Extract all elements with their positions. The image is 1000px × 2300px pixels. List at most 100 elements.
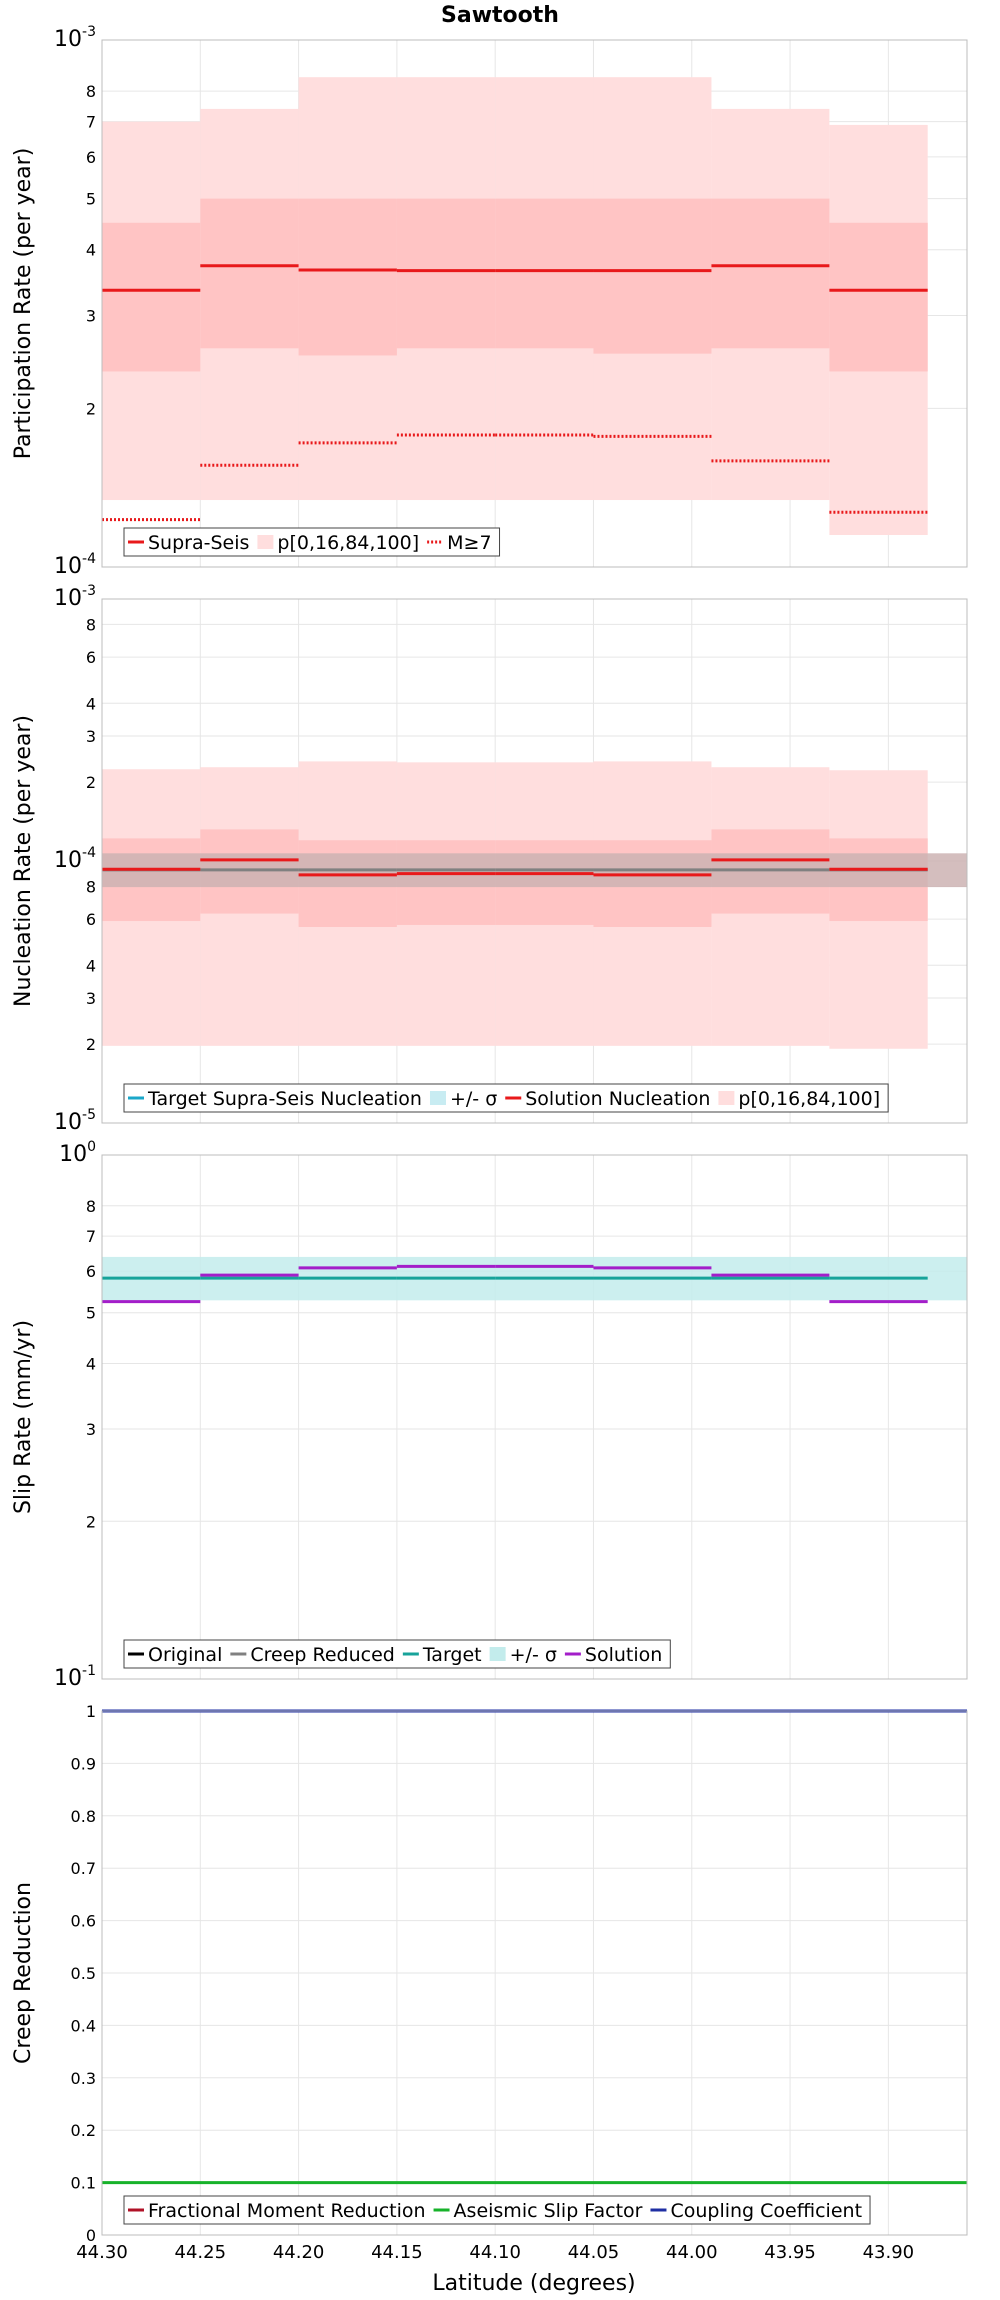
y-tick-label: 0.9 <box>71 1754 96 1773</box>
legend-label-p-0-16-84-100: p[0,16,84,100] <box>738 1088 880 1110</box>
y-tick-label: 8 <box>86 82 96 101</box>
legend-swatch-p-0-16-84-100 <box>257 535 274 549</box>
legend-label-: +/- σ <box>450 1088 497 1110</box>
y-tick-label: 4 <box>86 241 96 260</box>
panel-creep: 1 0.9 0.8 0.7 0.6 0.5 0.4 0.3 0.2 0.1 0 Creep Reduc… <box>11 1702 968 2263</box>
y-tick-label: 2 <box>86 773 96 792</box>
x-tick-label: 43.90 <box>863 2242 915 2263</box>
y-tick-exponent: 0 <box>87 1139 96 1155</box>
y-tick-label: 0.6 <box>71 1912 96 1931</box>
x-tick-label: 44.20 <box>273 2242 325 2263</box>
y-tick-label: 1 <box>86 1702 96 1721</box>
panel-participation: 10-3 8 7 6 5 4 3 2 10-4 Participation Rate (per y… <box>11 24 968 579</box>
y-tick-exponent: -1 <box>82 1663 96 1679</box>
plot-frame <box>101 1154 968 1680</box>
legend-swatch- <box>429 1091 446 1105</box>
y-tick-label: 5 <box>86 190 96 209</box>
x-tick-label: 43.95 <box>764 2242 816 2263</box>
y-tick-label: 4 <box>86 956 96 975</box>
y-tick-label: 0.4 <box>71 2016 96 2035</box>
legend: Fractional Moment Reduction Aseismic Slip… <box>123 2195 871 2225</box>
x-tick-label: 44.00 <box>666 2242 718 2263</box>
legend-label-solution: Solution <box>585 1644 662 1666</box>
y-tick-label: 4 <box>86 1355 96 1374</box>
legend-label-: +/- σ <box>510 1644 557 1666</box>
legend-label-fractional-moment-reduction: Fractional Moment Reduction <box>148 2200 426 2222</box>
y-tick-label: 8 <box>86 615 96 634</box>
percentile-band-1-segment-0 <box>102 222 201 372</box>
legend-label-p-0-16-84-100: p[0,16,84,100] <box>277 532 419 554</box>
y-tick-label: 2 <box>86 399 96 418</box>
percentile-band-1-segment-4 <box>495 198 594 349</box>
y-tick-label: 4 <box>86 694 96 713</box>
plot-frame <box>101 1710 968 2236</box>
legend-frame <box>123 1083 889 1113</box>
y-tick-label: 3 <box>86 989 96 1008</box>
panel-slip: 100 8 7 6 5 4 3 2 10-1 Slip Rate (mm/yr) Original C… <box>11 1139 968 1691</box>
y-tick-label: 8 <box>86 877 96 896</box>
legend-label-supra-seis: Supra-Seis <box>148 532 249 554</box>
y-tick-label: 6 <box>86 910 96 929</box>
y-axis-label: Nucleation Rate (per year) <box>11 715 36 1007</box>
legend: Supra-Seis p[0,16,84,100] M≥7 <box>123 527 501 557</box>
plot-frame <box>101 39 968 568</box>
y-tick-label: 0.3 <box>71 2069 96 2088</box>
percentile-band-1-segment-6 <box>711 198 830 349</box>
legend-label-aseismic-slip-factor: Aseismic Slip Factor <box>454 2200 643 2222</box>
y-axis-label: Creep Reduction <box>11 1882 36 2064</box>
legend-frame <box>123 2195 871 2225</box>
y-tick-label: 0.8 <box>71 1807 96 1826</box>
percentile-band-1-segment-1 <box>200 198 299 349</box>
y-tick-label: 3 <box>86 307 96 326</box>
legend-label-target: Target <box>422 1644 482 1666</box>
legend: Original Creep Reduced Target +/- σ Solution <box>123 1639 671 1669</box>
y-tick-exponent: -3 <box>82 583 96 599</box>
y-tick-label: 5 <box>86 1304 96 1323</box>
y-tick-label: 7 <box>86 1227 96 1246</box>
legend-label-solution-nucleation: Solution Nucleation <box>525 1088 710 1110</box>
legend-label-target-supra-seis-nucleation: Target Supra-Seis Nucleation <box>147 1088 422 1110</box>
legend-swatch- <box>489 1647 506 1661</box>
y-tick-label: 10-4 <box>54 551 96 579</box>
y-axis-label: Slip Rate (mm/yr) <box>11 1320 36 1514</box>
percentile-band-1-segment-7 <box>829 222 928 372</box>
y-tick-label: 10-3 <box>54 24 96 52</box>
x-tick-label: 44.30 <box>76 2242 128 2263</box>
y-tick-label: 0.7 <box>71 1859 96 1878</box>
legend-label-original: Original <box>148 1644 222 1666</box>
y-tick-label: 0.2 <box>71 2121 96 2140</box>
plot-area <box>102 1155 967 1679</box>
y-tick-label: 10-3 <box>54 583 96 611</box>
legend-label-creep-reduced: Creep Reduced <box>250 1644 394 1666</box>
y-tick-exponent: -4 <box>82 551 96 567</box>
y-tick-label: 6 <box>86 1262 96 1281</box>
plot-frame <box>101 598 968 1124</box>
y-tick-label: 3 <box>86 727 96 746</box>
y-tick-label: 10-1 <box>54 1663 96 1691</box>
y-tick-exponent: -5 <box>82 1107 96 1123</box>
y-tick-label: 100 <box>59 1139 96 1167</box>
y-tick-label: 10-4 <box>54 845 96 873</box>
x-tick-label: 44.05 <box>568 2242 620 2263</box>
y-tick-label: 3 <box>86 1420 96 1439</box>
y-tick-label: 6 <box>86 648 96 667</box>
legend-label-m-7: M≥7 <box>447 532 491 554</box>
y-tick-label: 8 <box>86 1197 96 1216</box>
y-tick-label: 2 <box>86 1512 96 1531</box>
legend-label-coupling-coefficient: Coupling Coefficient <box>670 2200 862 2222</box>
y-tick-label: 0 <box>86 2226 96 2245</box>
y-tick-exponent: -3 <box>82 24 96 40</box>
x-tick-label: 44.10 <box>469 2242 521 2263</box>
percentile-band-1-segment-3 <box>396 198 496 349</box>
figure-title: Sawtooth <box>441 3 559 28</box>
y-tick-label: 10-5 <box>54 1107 96 1135</box>
y-axis-label: Participation Rate (per year) <box>11 148 36 460</box>
legend-swatch-p-0-16-84-100 <box>718 1091 735 1105</box>
x-tick-label: 44.25 <box>175 2242 227 2263</box>
percentile-band-1-segment-5 <box>593 198 712 354</box>
y-tick-label: 2 <box>86 1035 96 1054</box>
y-tick-label: 0.1 <box>71 2174 96 2193</box>
y-tick-exponent: -4 <box>82 845 96 861</box>
